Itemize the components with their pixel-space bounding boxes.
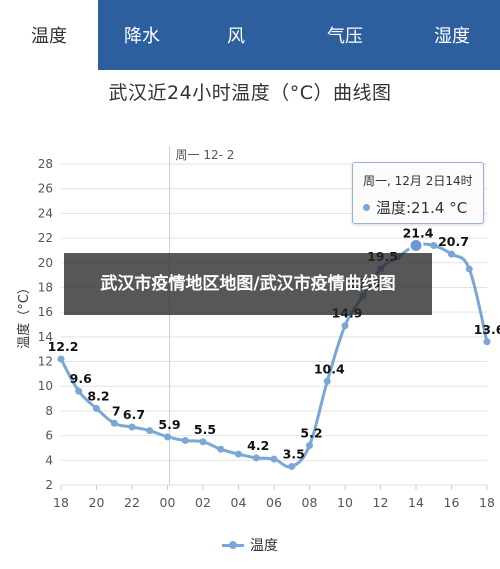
y-tick-label: 8 [45, 404, 53, 418]
day-marker: 周一 12- 2 [169, 146, 235, 485]
data-point [93, 404, 100, 412]
data-point [235, 450, 242, 458]
tab-label: 温度 [31, 26, 67, 47]
data-point [252, 454, 260, 462]
highlight-point [408, 237, 424, 253]
data-point [483, 338, 491, 346]
data-label: 7 [112, 403, 121, 418]
legend-label: 温度 [250, 538, 278, 554]
metric-tab-bar: 温度 降水 风 气压 湿度 [0, 0, 500, 70]
data-label: 5.2 [300, 425, 322, 440]
x-tick-label: 06 [266, 495, 282, 510]
x-tick-label: 18 [53, 495, 69, 510]
x-tick-label: 16 [444, 495, 460, 510]
data-point [199, 438, 207, 446]
y-tick-label: 10 [38, 379, 53, 393]
data-label: 13.6 [474, 322, 500, 337]
y-tick-label: 4 [45, 453, 53, 467]
y-tick-label: 26 [38, 182, 53, 196]
data-point [146, 427, 154, 435]
y-tick-label: 28 [38, 157, 53, 171]
y-tick-label: 12 [38, 355, 53, 369]
chart-legend[interactable]: 温度 [0, 535, 500, 555]
tab-precipitation[interactable]: 降水 [98, 0, 186, 70]
y-tick-label: 22 [38, 231, 53, 245]
y-axis-label: 温度（°C） [16, 281, 32, 349]
chart-title: 武汉近24小时温度（°C）曲线图 [108, 82, 392, 104]
x-tick-label: 00 [160, 495, 176, 510]
series-dot-icon [363, 204, 370, 211]
data-point [270, 455, 278, 463]
y-tick-label: 24 [38, 206, 53, 220]
tab-wind[interactable]: 风 [186, 0, 286, 70]
x-tick-label: 04 [231, 495, 247, 510]
data-point [323, 377, 331, 385]
x-axis-ticks: 18 20 22 00 02 04 06 08 10 12 14 16 18 [53, 485, 495, 510]
data-point [110, 419, 118, 427]
day-marker-label: 周一 12- 2 [176, 148, 235, 162]
watermark-banner: 武汉市疫情地区地图/武汉市疫情曲线图 [64, 253, 432, 315]
tab-temperature[interactable]: 温度 [0, 0, 98, 70]
data-label: 12.2 [48, 339, 79, 354]
data-point [448, 250, 455, 258]
data-point [75, 387, 83, 395]
tab-label: 气压 [327, 26, 363, 47]
data-label: 4.2 [247, 438, 269, 453]
x-tick-label: 02 [195, 495, 211, 510]
data-label: 5.9 [158, 417, 180, 432]
data-label: 5.5 [194, 422, 216, 437]
x-tick-label: 22 [124, 495, 140, 510]
y-tick-label: 2 [45, 478, 53, 492]
data-label: 20.7 [438, 234, 469, 249]
y-tick-label: 14 [38, 330, 53, 344]
data-point [217, 445, 225, 453]
tab-label: 风 [227, 26, 245, 47]
data-point [465, 265, 473, 273]
y-tick-label: 6 [45, 429, 53, 443]
data-label: 10.4 [314, 361, 345, 376]
x-tick-label: 12 [373, 495, 389, 510]
data-point [128, 423, 136, 431]
y-tick-label: 16 [38, 305, 53, 319]
data-point [430, 241, 438, 249]
data-label: 6.7 [123, 407, 145, 422]
x-tick-label: 08 [302, 495, 318, 510]
y-tick-label: 18 [38, 280, 53, 294]
data-label: 8.2 [87, 388, 109, 403]
y-tick-label: 20 [38, 256, 53, 270]
data-point [306, 441, 313, 449]
data-label: 3.5 [283, 446, 305, 461]
tab-humidity[interactable]: 湿度 [404, 0, 500, 70]
data-point [181, 437, 189, 445]
tab-pressure[interactable]: 气压 [286, 0, 404, 70]
data-point [288, 462, 296, 470]
data-point [164, 433, 171, 441]
tooltip-value-row: 温度:21.4 °C [363, 197, 473, 218]
data-label: 9.6 [70, 371, 92, 386]
x-tick-label: 10 [337, 495, 353, 510]
x-tick-label: 20 [89, 495, 105, 510]
legend-line-icon [222, 539, 244, 551]
data-label: 21.4 [403, 225, 434, 240]
x-tick-label: 14 [408, 495, 424, 510]
x-tick-label: 18 [479, 495, 495, 510]
data-point [341, 322, 349, 330]
tooltip-value: 温度:21.4 °C [376, 199, 468, 217]
tab-label: 降水 [124, 26, 160, 47]
data-point [57, 355, 65, 363]
tooltip-title: 周一, 12月 2日14时 [363, 174, 473, 188]
hover-tooltip: 周一, 12月 2日14时 温度:21.4 °C [352, 162, 484, 224]
tab-label: 湿度 [434, 26, 470, 47]
